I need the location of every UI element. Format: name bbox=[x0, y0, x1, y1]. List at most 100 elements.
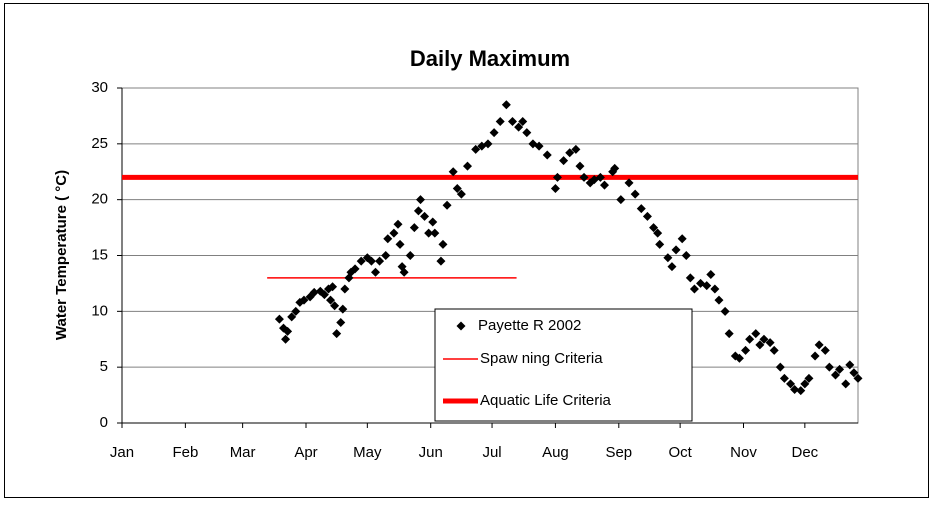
data-point bbox=[393, 219, 403, 229]
data-point bbox=[681, 251, 691, 260]
data-point bbox=[350, 264, 360, 274]
legend-marker bbox=[456, 321, 466, 331]
data-point bbox=[518, 117, 528, 126]
data-point bbox=[685, 273, 695, 283]
data-point bbox=[409, 223, 419, 233]
data-point bbox=[340, 284, 350, 294]
data-point bbox=[759, 334, 769, 344]
data-point bbox=[436, 256, 446, 266]
data-point bbox=[853, 373, 863, 383]
data-point bbox=[820, 345, 830, 355]
data-point bbox=[326, 295, 336, 305]
data-point bbox=[328, 282, 338, 292]
x-tick-label: Jul bbox=[482, 444, 501, 461]
data-point bbox=[463, 161, 473, 171]
data-point bbox=[677, 234, 687, 244]
data-point bbox=[804, 373, 814, 383]
data-point bbox=[702, 281, 712, 291]
data-point bbox=[649, 223, 659, 233]
data-point bbox=[849, 368, 859, 378]
data-point bbox=[336, 318, 346, 327]
data-point bbox=[471, 144, 481, 154]
data-point bbox=[800, 379, 810, 389]
data-point bbox=[291, 306, 301, 316]
data-point bbox=[775, 362, 785, 372]
data-point bbox=[483, 139, 493, 149]
data-point bbox=[642, 211, 652, 221]
data-point bbox=[356, 256, 366, 266]
data-point bbox=[501, 100, 511, 110]
data-point bbox=[845, 360, 855, 370]
data-point bbox=[559, 156, 569, 166]
data-point bbox=[595, 172, 605, 182]
data-point bbox=[599, 180, 609, 190]
data-point bbox=[575, 161, 585, 171]
data-point bbox=[769, 345, 779, 355]
x-tick-label: May bbox=[353, 444, 382, 461]
data-point bbox=[415, 195, 425, 205]
data-point bbox=[630, 189, 640, 199]
data-point bbox=[667, 262, 677, 272]
data-point bbox=[751, 329, 761, 339]
data-point bbox=[438, 239, 448, 249]
y-tick-label: 25 bbox=[91, 135, 108, 152]
data-point bbox=[755, 340, 765, 350]
x-tick-label: Oct bbox=[668, 444, 692, 461]
x-tick-label: Jan bbox=[110, 444, 134, 461]
data-point bbox=[332, 329, 342, 339]
x-tick-label: Apr bbox=[294, 444, 317, 461]
data-point bbox=[489, 128, 499, 138]
data-point bbox=[299, 295, 309, 305]
data-point bbox=[287, 312, 297, 322]
data-point bbox=[428, 217, 438, 227]
y-tick-label: 0 bbox=[100, 414, 108, 431]
data-point bbox=[765, 338, 775, 348]
legend-label: Spaw ning Criteria bbox=[480, 350, 603, 367]
data-point bbox=[319, 290, 329, 300]
data-point bbox=[495, 117, 505, 126]
data-point bbox=[636, 204, 646, 214]
data-point bbox=[405, 251, 415, 260]
data-point bbox=[779, 373, 789, 383]
legend-label: Aquatic Life Criteria bbox=[480, 392, 612, 409]
data-point bbox=[371, 267, 381, 277]
data-point bbox=[741, 345, 751, 355]
data-point bbox=[550, 184, 560, 193]
data-point bbox=[338, 304, 348, 314]
legend-label: Payette R 2002 bbox=[478, 317, 581, 334]
data-point bbox=[309, 287, 319, 297]
x-tick-label: Nov bbox=[730, 444, 757, 461]
data-point bbox=[430, 228, 440, 238]
x-tick-label: Mar bbox=[230, 444, 256, 461]
data-point bbox=[810, 351, 820, 361]
data-point bbox=[452, 184, 462, 193]
data-point bbox=[420, 211, 430, 221]
x-tick-label: Dec bbox=[792, 444, 819, 461]
data-point bbox=[381, 251, 391, 260]
data-point bbox=[663, 253, 673, 263]
data-point bbox=[442, 200, 452, 210]
data-point bbox=[565, 148, 575, 158]
data-point bbox=[514, 122, 524, 132]
data-point bbox=[734, 353, 744, 363]
data-point bbox=[689, 284, 699, 294]
y-tick-label: 20 bbox=[91, 191, 108, 208]
x-tick-label: Aug bbox=[542, 444, 569, 461]
data-point bbox=[796, 386, 806, 396]
data-point bbox=[366, 256, 376, 266]
data-point bbox=[424, 228, 434, 238]
data-point bbox=[383, 234, 393, 244]
y-tick-label: 5 bbox=[100, 358, 108, 375]
x-tick-label: Feb bbox=[172, 444, 198, 461]
data-point bbox=[522, 128, 532, 138]
data-point bbox=[655, 239, 665, 249]
data-point bbox=[624, 178, 634, 188]
data-point bbox=[274, 314, 284, 324]
data-point bbox=[552, 172, 562, 182]
data-point bbox=[616, 195, 626, 205]
data-point bbox=[720, 306, 730, 316]
data-point bbox=[283, 326, 293, 336]
data-point bbox=[831, 370, 841, 380]
data-point bbox=[542, 150, 552, 160]
